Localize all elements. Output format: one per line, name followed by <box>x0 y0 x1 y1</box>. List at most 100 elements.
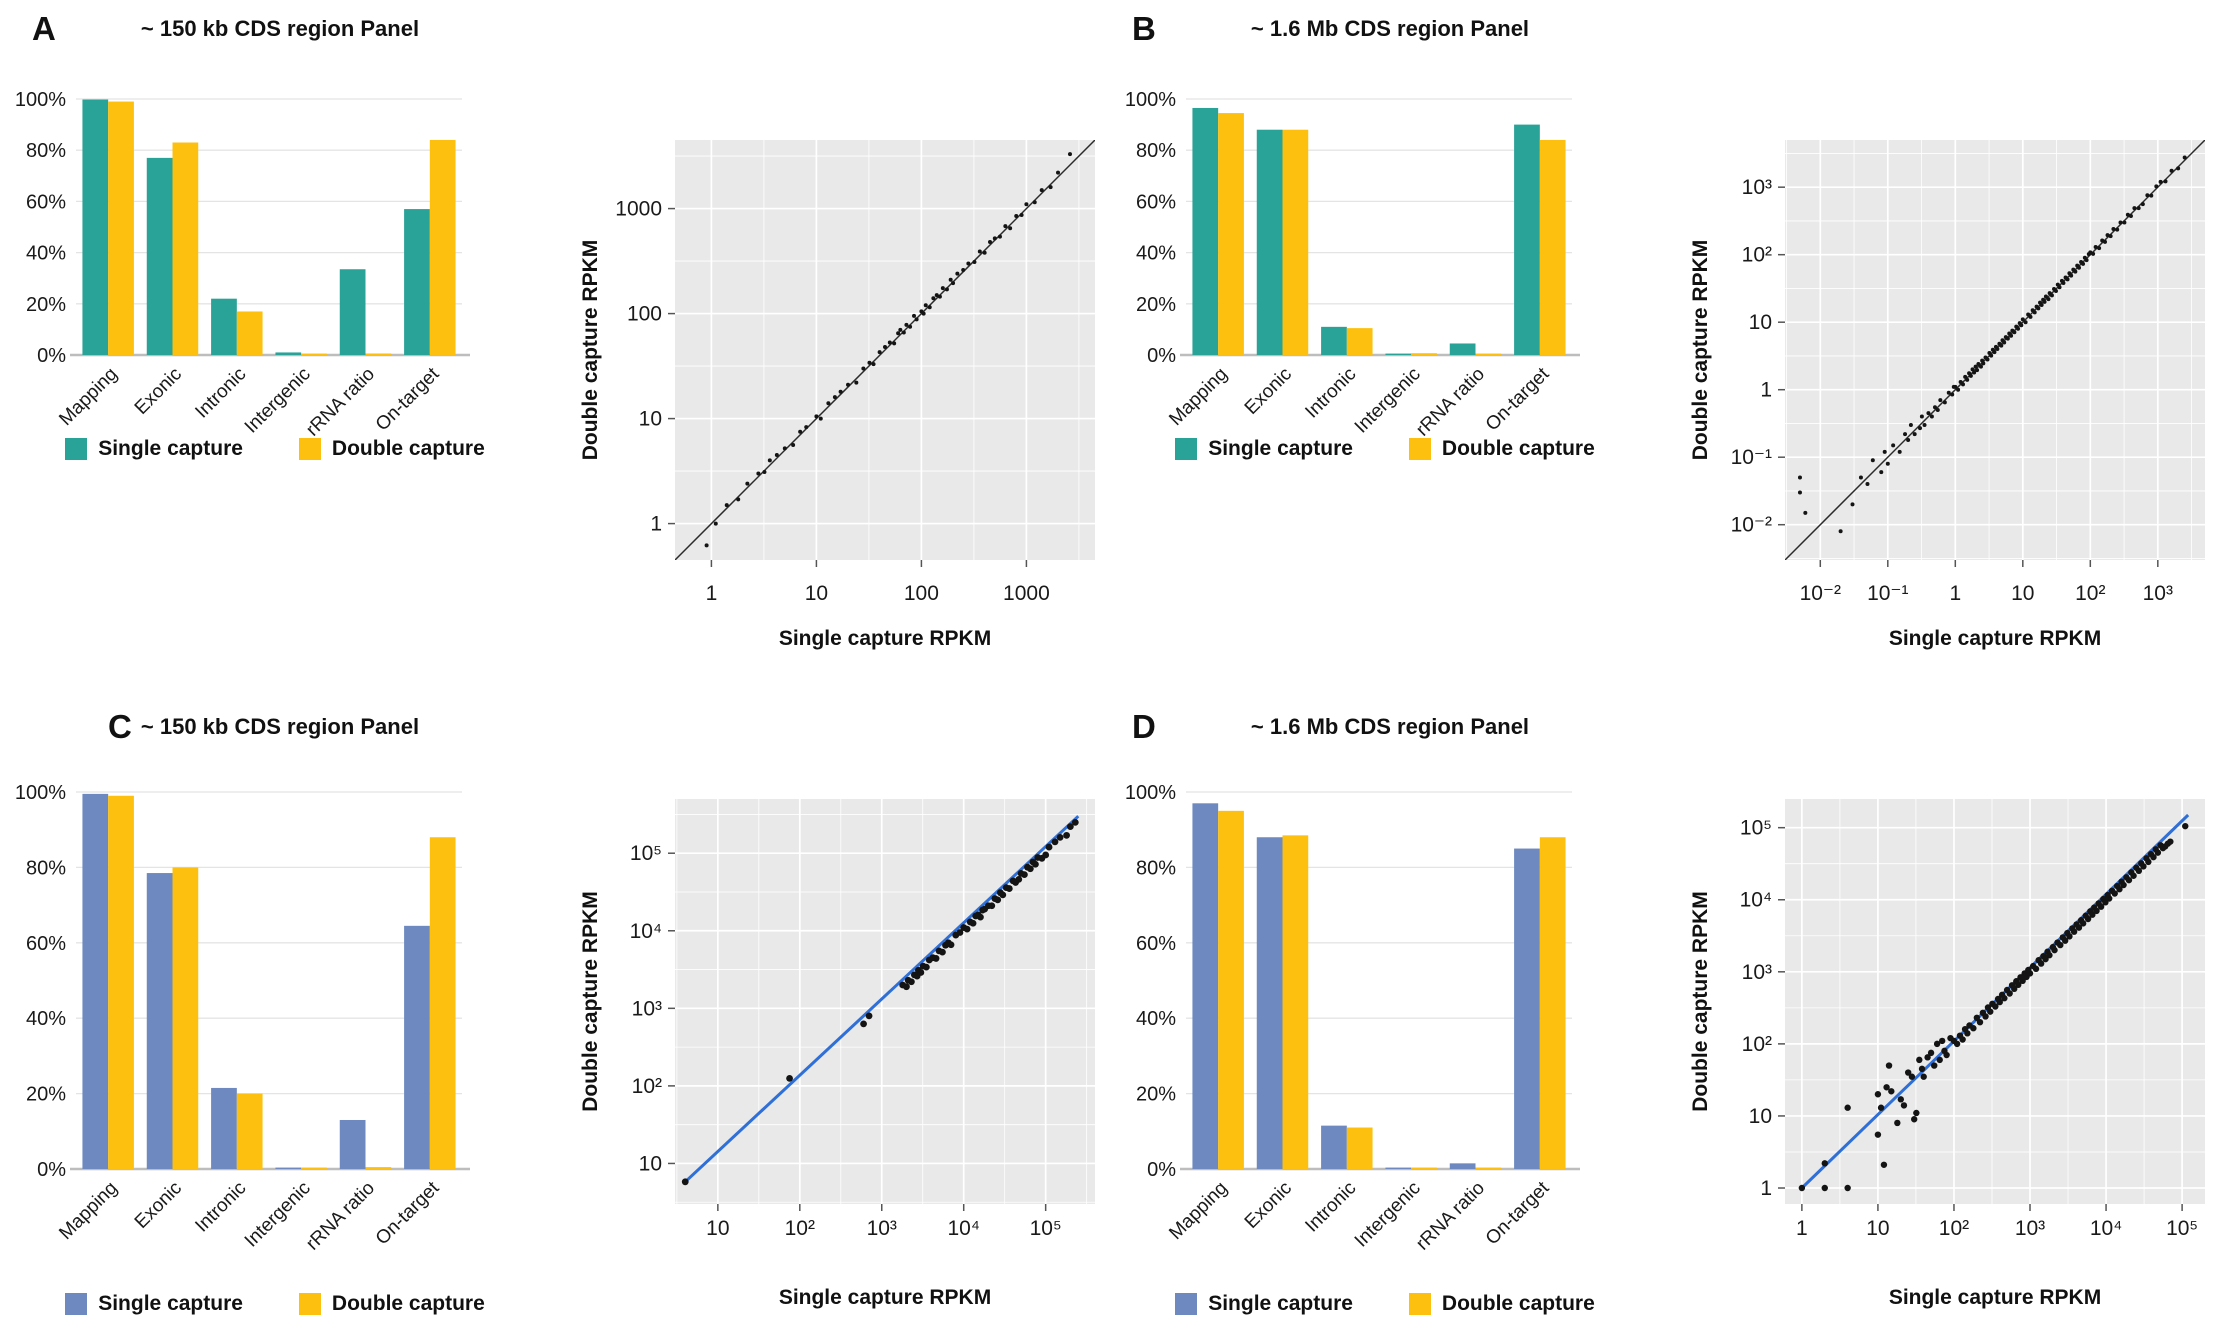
bar-y-tick-label: 100% <box>1125 782 1176 804</box>
scatter-point <box>2039 302 2044 307</box>
bar-single-capture <box>404 925 430 1169</box>
bar-double-capture <box>1411 1167 1437 1169</box>
y-tick-label: 10³ <box>1742 176 1772 199</box>
bar-double-capture <box>172 867 199 1169</box>
scatter-point <box>997 234 1002 239</box>
bar-double-capture <box>1218 810 1244 1169</box>
x-tick-label: 10 <box>1866 1217 1889 1240</box>
y-tick-label: 10⁻² <box>1731 514 1772 537</box>
scatter-point <box>912 313 917 318</box>
scatter-point <box>2065 277 2070 282</box>
bar-double-capture <box>1282 129 1309 355</box>
scatter-point <box>1020 871 1028 878</box>
single-capture-swatch <box>65 1293 88 1315</box>
scatter-point <box>1844 1184 1851 1192</box>
scatter-point <box>922 963 930 971</box>
scatter-point <box>1936 1056 1943 1064</box>
scatter-point <box>1797 475 1802 480</box>
scatter-point <box>767 458 772 463</box>
bar-y-tick-label: 20% <box>26 294 66 316</box>
scatter-point <box>2046 952 2053 959</box>
scatter-point <box>1932 405 1937 410</box>
scatter-point <box>2026 970 2034 977</box>
scatter-point <box>791 443 796 448</box>
panel-charts-svg: 0%20%40%60%80%100%Mapping Exonic IntronicI… <box>15 89 1095 650</box>
scatter-point <box>1982 1013 1989 1020</box>
bar-x-label: Intronic <box>1301 364 1360 423</box>
scatter-point <box>1950 392 1955 397</box>
legend-item-double-capture: Double capture <box>1408 437 1595 461</box>
bar-single-capture <box>1449 343 1476 355</box>
scatter-point <box>860 1020 867 1028</box>
scatter-point <box>2135 867 2143 875</box>
panel-title: ~ 1.6 Mb CDS region Panel <box>1250 714 1530 739</box>
scatter-point <box>1981 361 1986 366</box>
x-tick-label: 10³ <box>2143 582 2173 605</box>
scatter-point <box>2116 886 2123 893</box>
y-tick-label: 10³ <box>632 997 662 1020</box>
panel-B: B ~ 1.6 Mb CDS region Panel 0% 20% 40% 60% 8… <box>1110 0 2220 670</box>
scatter-point <box>1019 212 1024 217</box>
x-tick-label: 10⁵ <box>1030 1217 1062 1240</box>
y-tick-label: 10 <box>1749 1105 1772 1128</box>
scatter-point <box>745 481 750 486</box>
bar-y-tick-label: 60% <box>26 191 66 213</box>
legend: Single capture Double capture <box>1170 437 1600 461</box>
bar-x-label: rRNA ratio <box>1412 364 1489 441</box>
bar-single-capture <box>404 209 430 355</box>
bar-x-label: On-target <box>372 363 444 435</box>
x-tick-label: 1 <box>1949 582 1961 605</box>
scatter-point <box>2046 297 2051 302</box>
scatter-point <box>1985 357 1990 362</box>
x-tick-label: 1 <box>706 582 718 605</box>
scatter-point <box>1883 1084 1890 1091</box>
x-tick-label: 10 <box>805 582 828 605</box>
scatter-point <box>2163 179 2168 184</box>
scatter-point <box>1978 364 1983 369</box>
scatter-point <box>1938 1037 1946 1045</box>
bar-x-label: Exonic <box>1241 1178 1296 1233</box>
panel-letter: D <box>1132 708 1156 745</box>
scatter-point <box>1005 885 1013 892</box>
scatter-point <box>2097 903 2105 910</box>
scatter-point <box>2140 863 2147 870</box>
scatter-point <box>2077 265 2082 270</box>
scatter-point <box>1973 364 1978 369</box>
scatter-point <box>940 286 945 291</box>
panel-C: C ~ 150 kb CDS region Panel 0% 20% 40% 60% 8… <box>0 672 1110 1342</box>
y-tick-label: 1 <box>650 513 662 536</box>
double-capture-swatch <box>1408 438 1431 460</box>
legend-item-double-capture: Double capture <box>1408 1292 1595 1316</box>
legend-label: Double capture <box>1441 437 1595 460</box>
bar-single-capture <box>1256 129 1283 355</box>
bar-single-capture <box>275 1167 302 1169</box>
scatter-point <box>2122 220 2127 225</box>
scatter-point <box>2102 239 2107 244</box>
scatter-point <box>1897 449 1902 454</box>
bar-double-capture <box>429 139 456 355</box>
scatter-point <box>2081 261 2086 266</box>
scatter-point <box>955 271 960 276</box>
y-tick-label: 10² <box>1742 244 1772 267</box>
scatter-point <box>1976 362 1981 367</box>
scatter-point <box>2125 876 2133 884</box>
bar-y-tick-label: 0% <box>37 1159 66 1181</box>
bar-double-capture <box>1346 1127 1373 1169</box>
bar-y-tick-label: 60% <box>1136 933 1176 955</box>
x-tick-label: 10² <box>2075 582 2105 605</box>
bar-double-capture <box>1539 837 1566 1169</box>
bar-double-capture <box>236 311 263 355</box>
panel-charts-svg: 0%20%40%60%80%100%Mapping Exonic IntronicI… <box>15 782 1095 1309</box>
bar-single-capture <box>1385 353 1412 355</box>
scatter-point <box>1026 865 1034 873</box>
scatter-point <box>2093 907 2100 915</box>
double-capture-swatch <box>298 438 321 460</box>
bar-y-tick-label: 40% <box>26 243 66 265</box>
y-tick-label: 10⁵ <box>630 842 662 865</box>
bar-double-capture <box>1346 328 1373 355</box>
scatter-point <box>2019 977 2026 985</box>
scatter-point <box>2006 990 2013 997</box>
scatter-point <box>1968 373 1973 378</box>
scatter-point <box>1918 426 1923 431</box>
scatter-point <box>1953 384 1958 389</box>
